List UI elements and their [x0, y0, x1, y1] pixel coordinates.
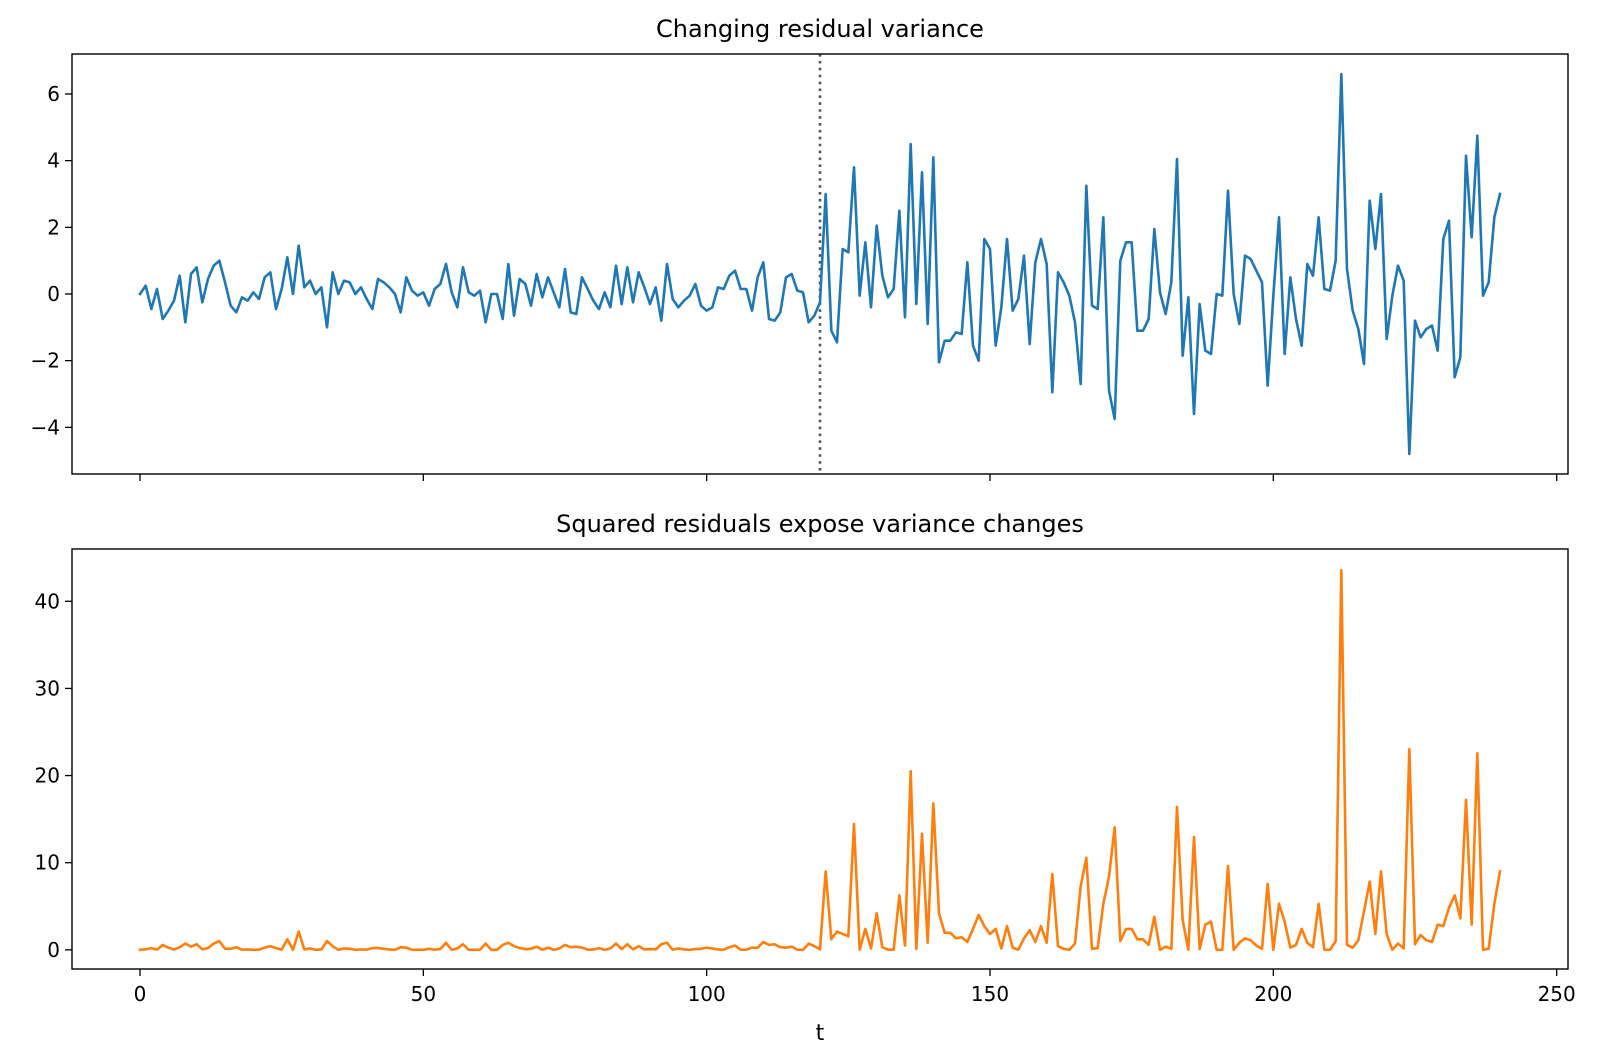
bottom-x-tick-label: 150	[971, 982, 1009, 1006]
bottom-y-tick-label: 40	[35, 589, 60, 613]
bottom-x-axis-label: t	[816, 1021, 825, 1046]
bottom-y-tick-label: 20	[35, 764, 60, 788]
top-y-tick-label: 0	[47, 282, 60, 306]
bottom-y-tick-label: 10	[35, 851, 60, 875]
bottom-x-tick-label: 250	[1538, 982, 1576, 1006]
bottom-chart-title: Squared residuals expose variance change…	[556, 510, 1084, 538]
bottom-axes-frame	[71, 548, 1569, 970]
top-plot-area: −4 −2 0 2 4 6	[31, 54, 1558, 481]
top-series-line	[138, 72, 1502, 456]
top-y-tick-label: 6	[47, 82, 60, 106]
top-chart-title: Changing residual variance	[656, 15, 984, 43]
bottom-y-tick-label: 30	[35, 676, 60, 700]
top-axes-frame	[71, 53, 1569, 475]
top-y-tick-label: −4	[31, 415, 60, 439]
bottom-y-tick-label: 0	[47, 938, 60, 962]
bottom-series-line	[138, 568, 1502, 952]
bottom-x-tick-label: 200	[1254, 982, 1292, 1006]
top-y-tick-label: 4	[47, 149, 60, 173]
bottom-panel: Squared residuals expose variance change…	[35, 510, 1576, 1046]
top-panel: Changing residual variance −4 −2 0 2 4 6	[31, 15, 1569, 481]
bottom-x-tick-label: 50	[411, 982, 436, 1006]
bottom-x-tick-label: 100	[688, 982, 726, 1006]
top-y-tick-label: −2	[31, 349, 60, 373]
bottom-plot-area: 0 10 20 30 40 0 50 100 150 200 250	[35, 568, 1576, 1006]
bottom-x-tick-label: 0	[134, 982, 147, 1006]
top-y-tick-label: 2	[47, 215, 60, 239]
